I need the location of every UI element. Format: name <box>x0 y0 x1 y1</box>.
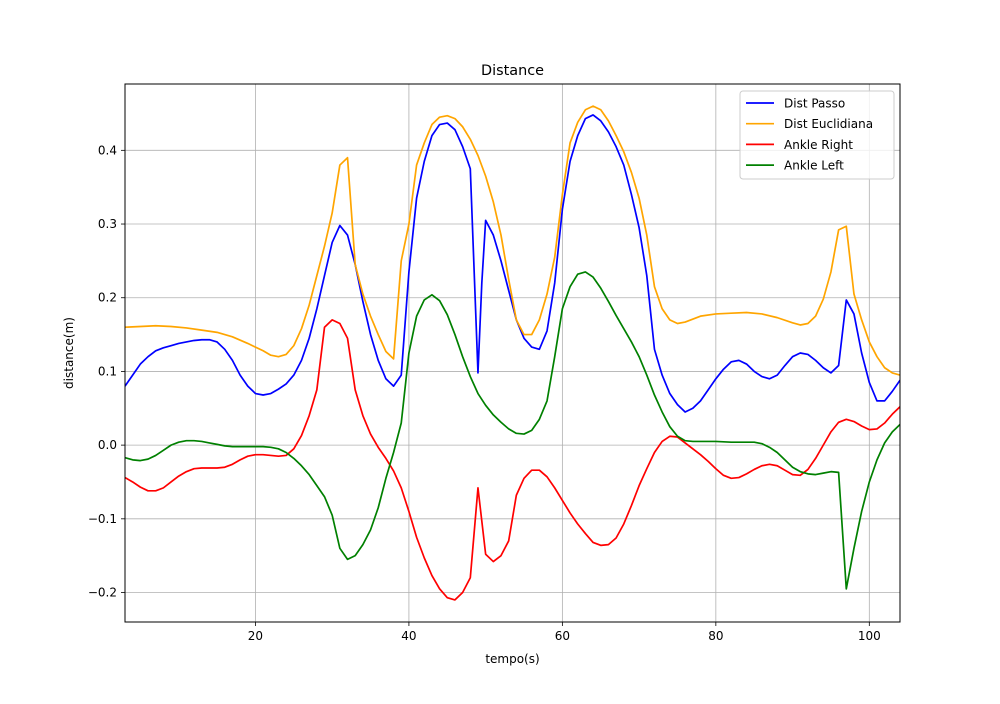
x-tick-label: 40 <box>401 629 416 643</box>
series-line-ankle-right <box>125 318 900 601</box>
series-lines <box>125 105 900 601</box>
legend-label: Ankle Right <box>784 138 853 152</box>
legend: Dist Passo Dist Euclidiana Ankle Right Ankl… <box>739 90 895 180</box>
x-tick-label: 20 <box>248 629 263 643</box>
chart-title: Distance <box>481 63 544 79</box>
y-tick-label: 0.3 <box>98 217 117 231</box>
series-line-ankle-left <box>125 271 900 590</box>
x-tick-label: 80 <box>708 629 723 643</box>
series-line-dist-passo <box>125 114 900 413</box>
y-tick-label: −0.2 <box>88 586 117 600</box>
series-line-dist-euclidiana <box>125 105 900 376</box>
x-tick-label: 60 <box>555 629 570 643</box>
x-axis-label: tempo(s) <box>485 652 539 666</box>
legend-label: Dist Passo <box>784 97 845 111</box>
y-tick-label: 0.4 <box>98 143 117 157</box>
legend-box <box>739 90 895 180</box>
y-tick-label: 0.0 <box>98 438 117 452</box>
plot-frame <box>124 83 901 623</box>
x-axis-ticks: 20 40 60 80 100 <box>248 622 881 643</box>
y-tick-label: 0.2 <box>98 291 117 305</box>
legend-label: Dist Euclidiana <box>784 117 873 131</box>
y-tick-label: −0.1 <box>88 512 117 526</box>
y-axis-ticks: −0.2 −0.1 0.0 0.1 0.2 0.3 0.4 <box>88 143 125 600</box>
legend-label: Ankle Left <box>784 159 844 173</box>
x-tick-label: 100 <box>858 629 881 643</box>
y-axis-label: distance(m) <box>62 317 76 389</box>
y-tick-label: 0.1 <box>98 364 117 378</box>
